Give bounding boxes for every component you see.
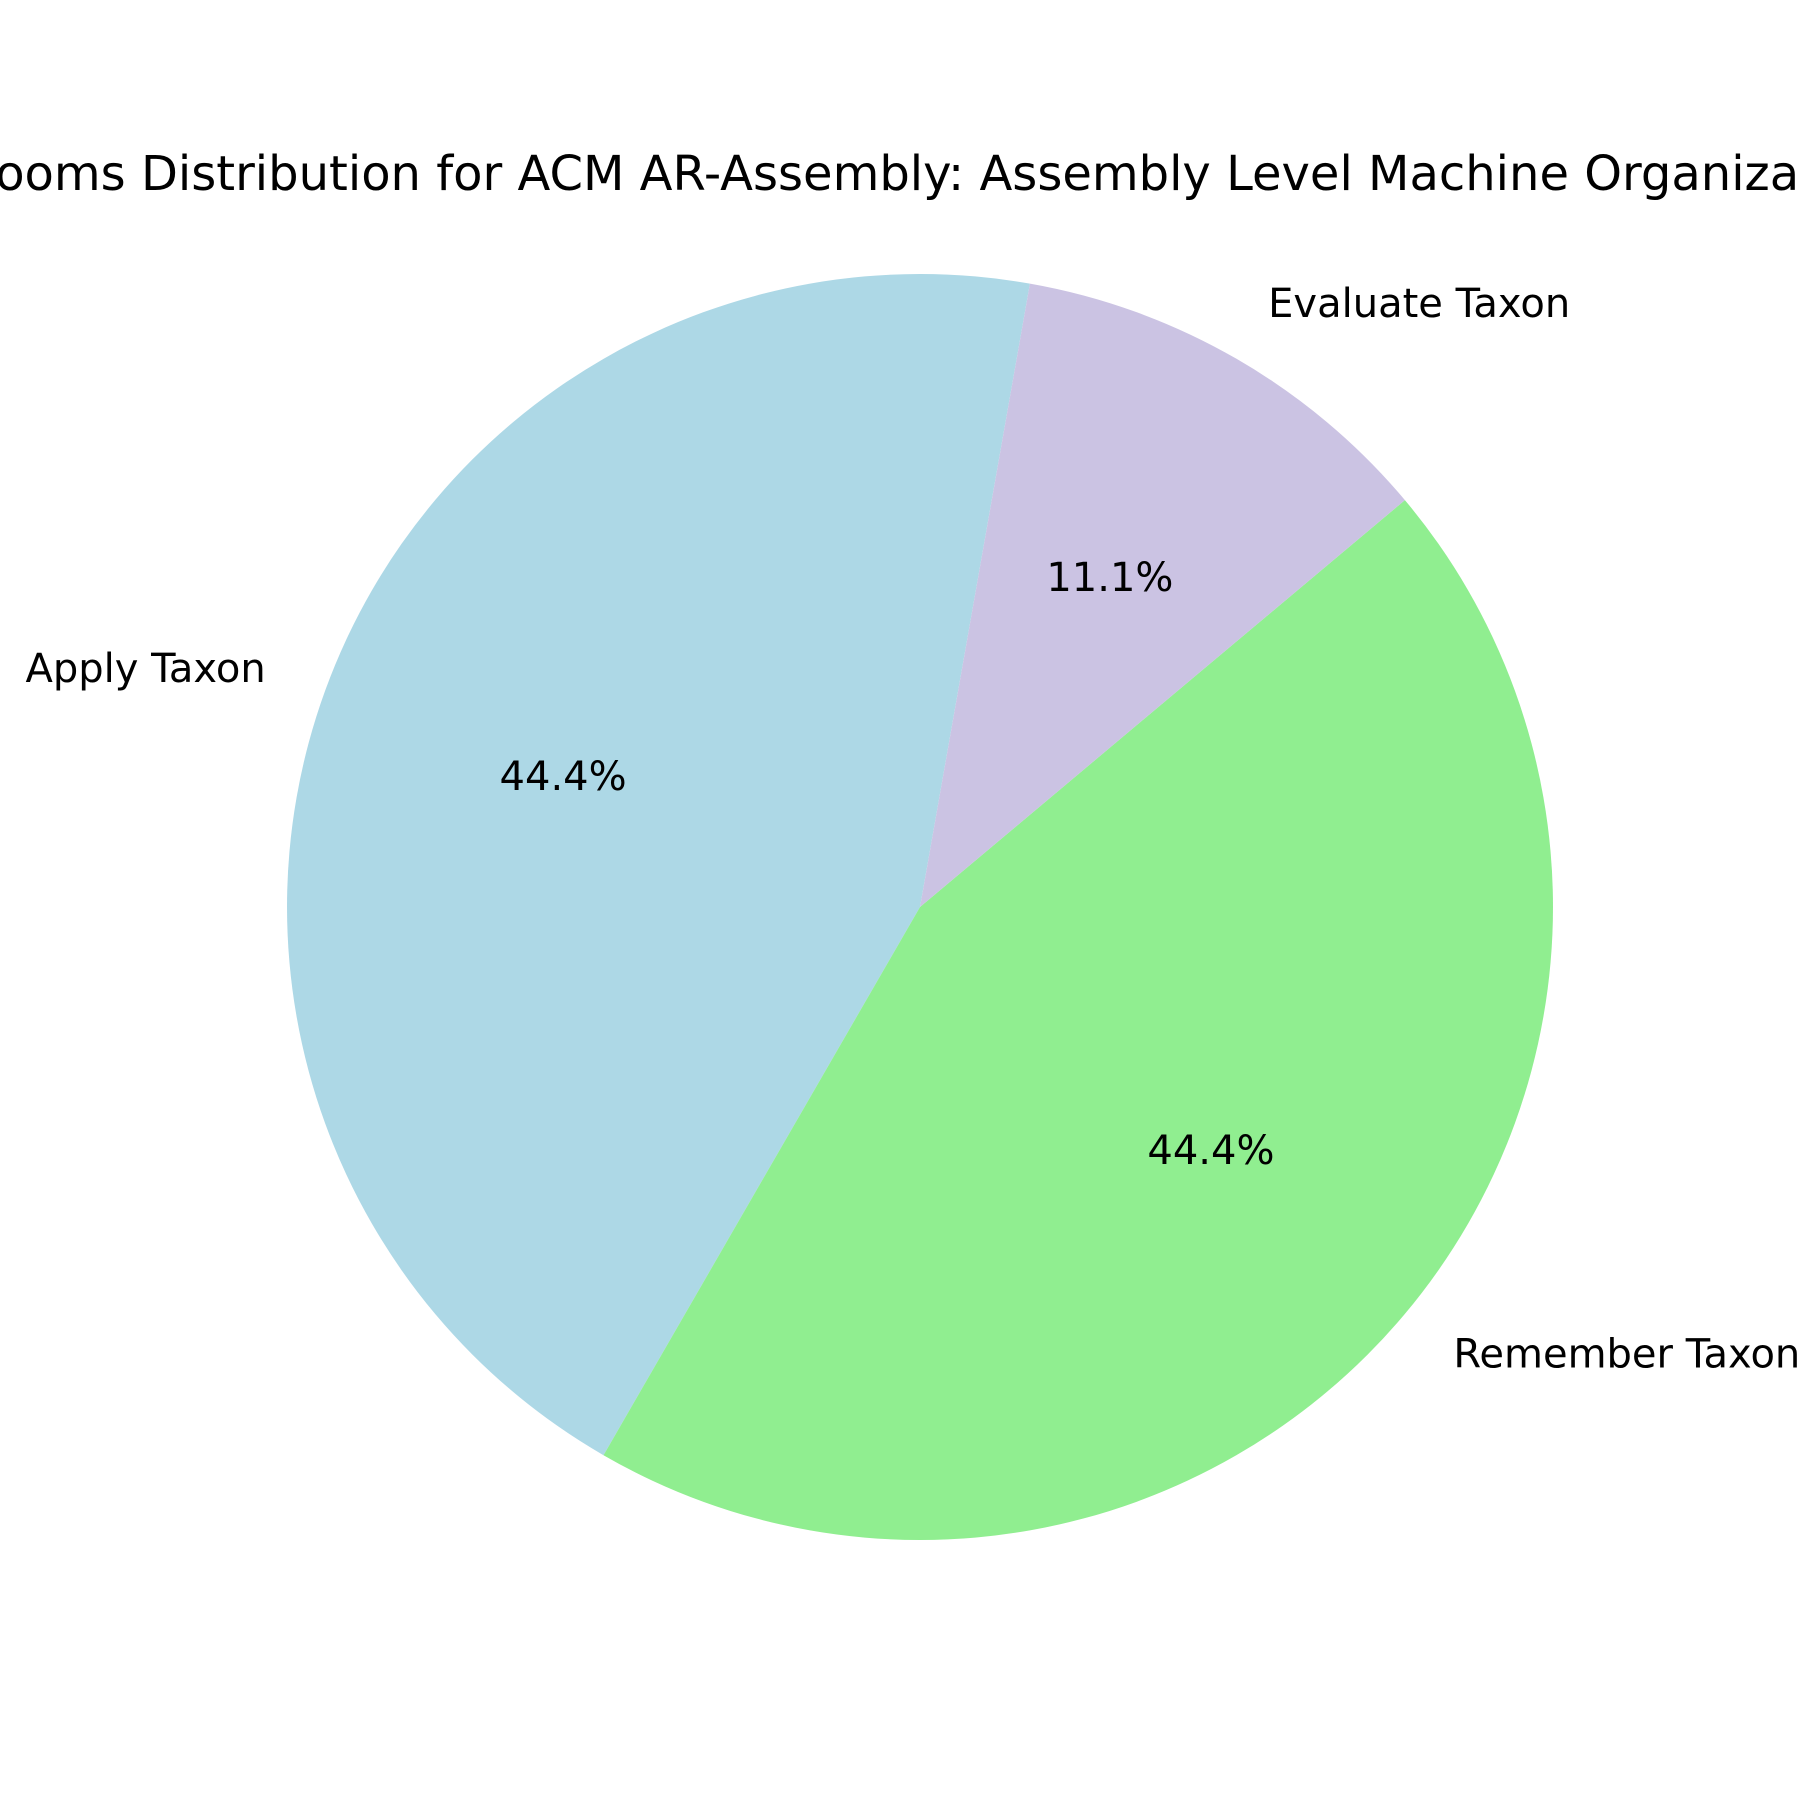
percent-label-remember-taxon: 44.4% <box>1147 1128 1274 1174</box>
pie-slices <box>287 274 1553 1540</box>
pie-slice-evaluate-taxon <box>920 283 1405 907</box>
chart-title: Blooms Distribution for ACM AR-Assembly:… <box>0 146 1800 202</box>
category-label-remember-taxon: Remember Taxon <box>1453 1332 1800 1378</box>
percent-label-apply-taxon: 44.4% <box>500 754 627 800</box>
category-label-evaluate-taxon: Evaluate Taxon <box>1268 281 1570 327</box>
pie-labels: Apply Taxon 44.4% Remember Taxon 44.4% Evalu… <box>25 281 1800 1378</box>
pie-slice-apply-taxon <box>287 274 1030 1456</box>
percent-label-evaluate-taxon: 11.1% <box>1046 555 1173 601</box>
pie-slice-remember-taxon <box>603 500 1553 1540</box>
category-label-apply-taxon: Apply Taxon <box>25 646 265 692</box>
